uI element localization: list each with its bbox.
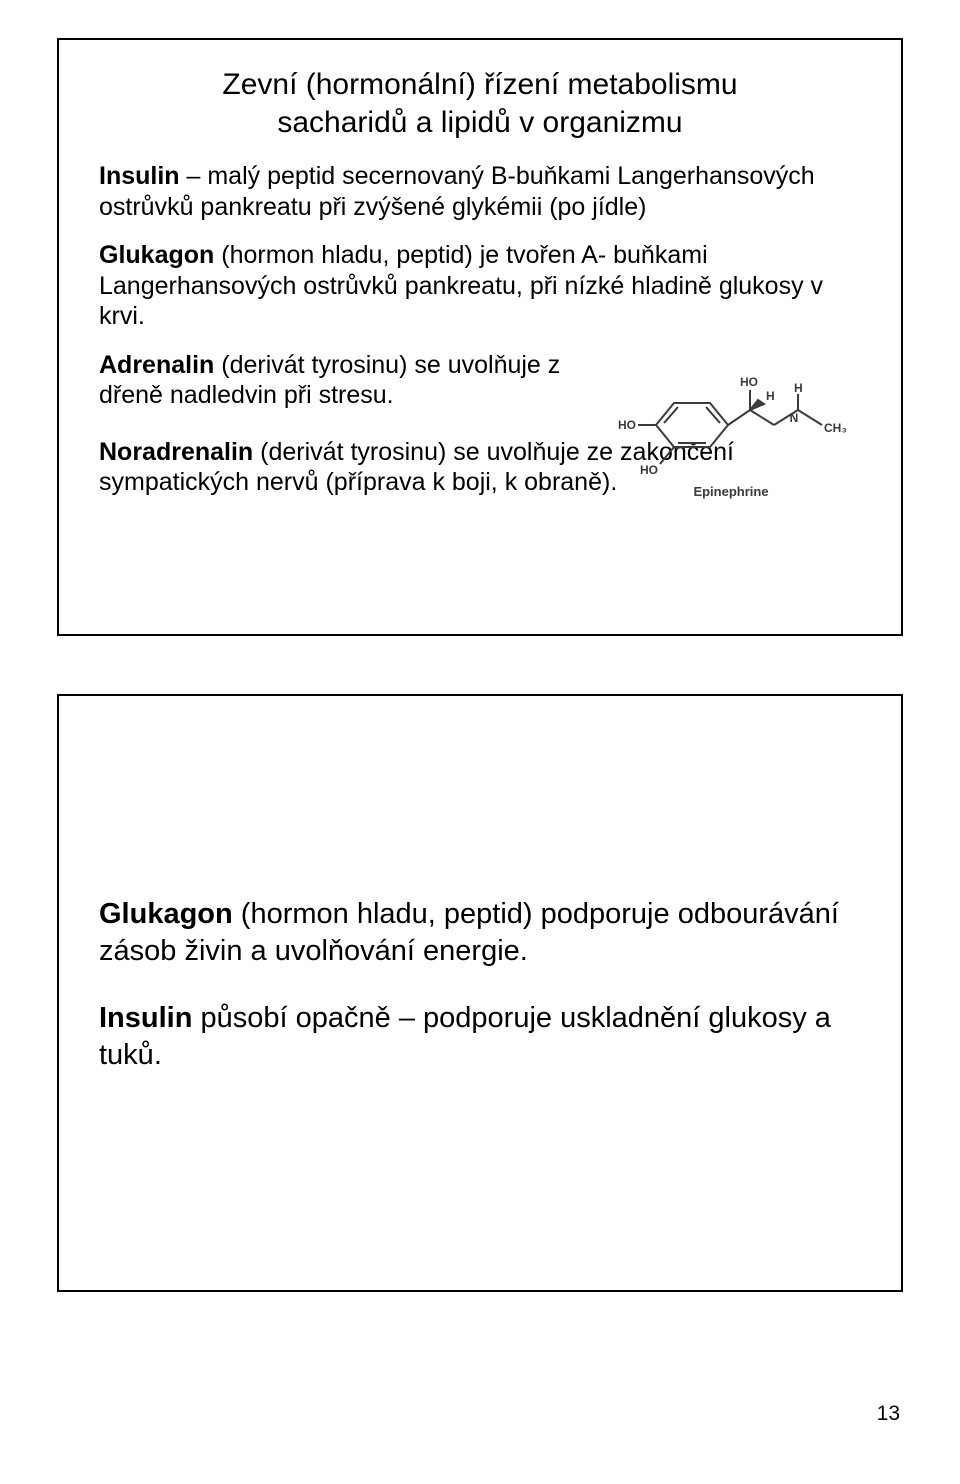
atom-ch3: CH₃ [824,421,846,435]
adrenalin-label: Adrenalin [99,351,214,379]
glukagon-paragraph-2: Glukagon (hormon hladu, peptid) podporuj… [99,896,861,970]
insulin-paragraph: Insulin – malý peptid secernovaný B-buňk… [99,161,861,222]
page-number: 13 [877,1402,900,1426]
glukagon-label: Glukagon [99,241,214,269]
epinephrine-structure: HO HO HO H H N CH₃ Epinephrine [601,370,861,499]
noradrenalin-label: Noradrenalin [99,438,253,466]
atom-h2: H [794,381,803,395]
insulin-paragraph-2: Insulin působí opačně – podporuje usklad… [99,1000,861,1074]
molecule-caption: Epinephrine [601,484,861,499]
glukagon-paragraph: Glukagon (hormon hladu, peptid) je tvoře… [99,240,861,332]
insulin-text-2: působí opačně – podporuje uskladnění glu… [99,1002,831,1071]
slide-2: Glukagon (hormon hladu, peptid) podporuj… [57,694,903,1292]
title-line-1: Zevní (hormonální) řízení metabolismu [222,68,737,101]
glukagon-label-2: Glukagon [99,898,233,930]
slide-1-title: Zevní (hormonální) řízení metabolismu sa… [99,66,861,141]
insulin-label-2: Insulin [99,1002,192,1034]
page: Zevní (hormonální) řízení metabolismu sa… [0,0,960,1484]
atom-n: N [790,411,799,425]
atom-oh-top: HO [740,375,758,389]
molecule-svg: HO HO HO H H N CH₃ [616,370,846,480]
atom-ho1: HO [618,418,636,432]
slide-1: Zevní (hormonální) řízení metabolismu sa… [57,38,903,636]
adrenalin-paragraph: Adrenalin (derivát tyrosinu) se uvolňuje… [99,350,619,411]
insulin-text: – malý peptid secernovaný B-buňkami Lang… [99,162,815,221]
title-line-2: sacharidů a lipidů v organizmu [277,106,682,139]
insulin-label: Insulin [99,162,180,190]
atom-ho2: HO [640,463,658,477]
atom-h: H [766,389,775,403]
